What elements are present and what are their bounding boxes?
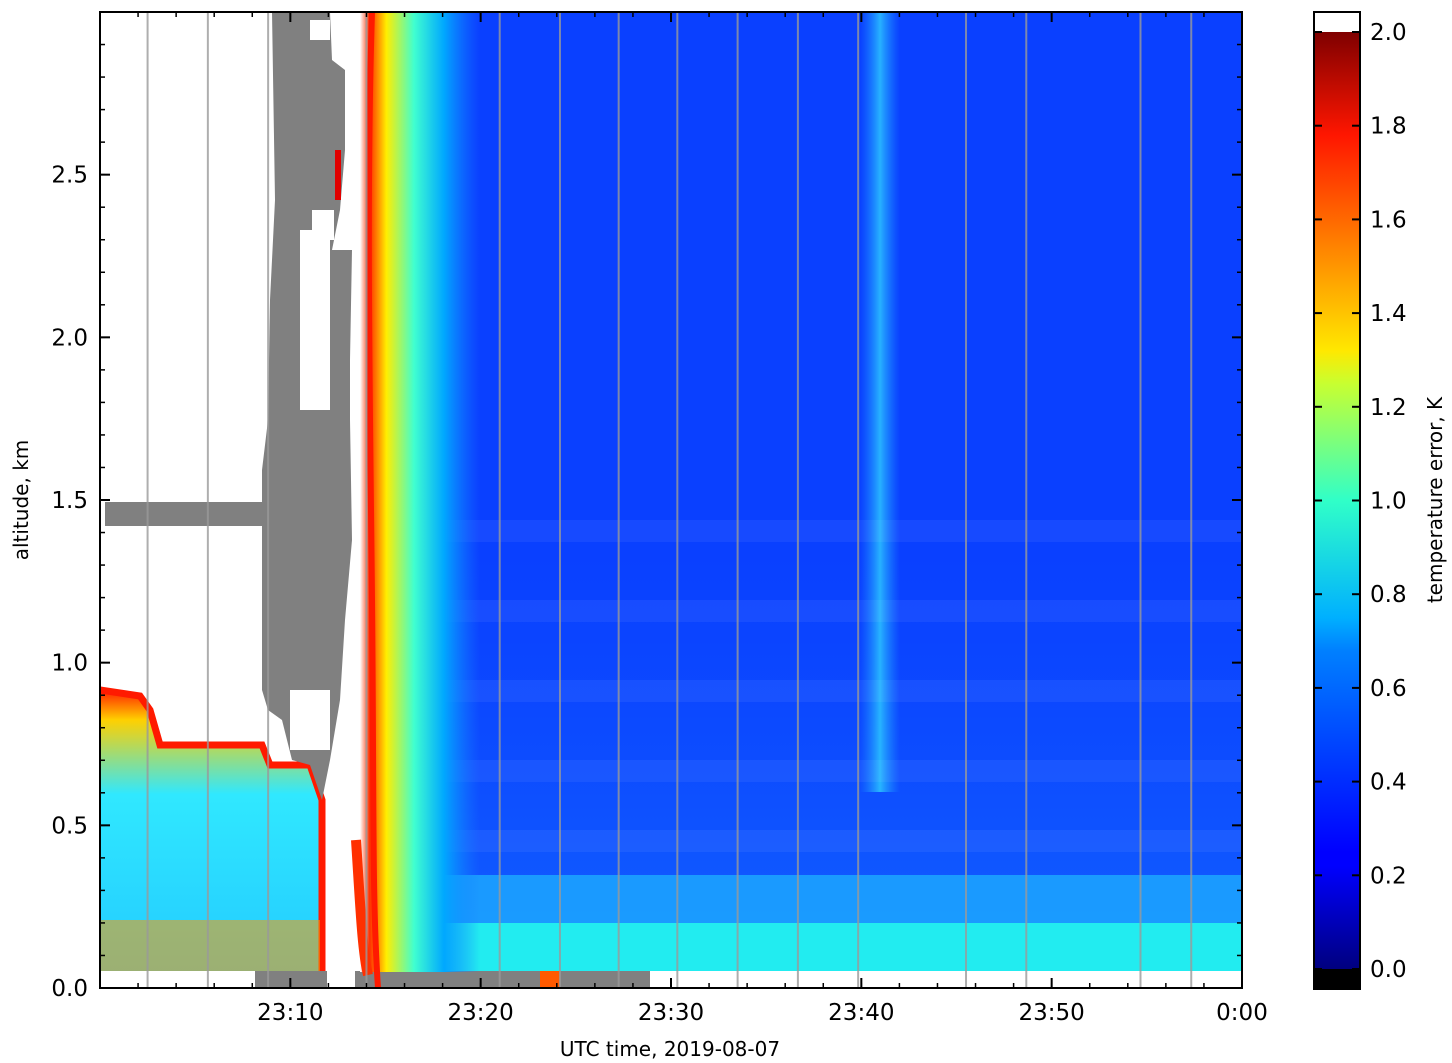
colorbar-tick-label: 2.0	[1370, 20, 1407, 46]
colorbar-tick-label: 1.4	[1370, 301, 1407, 327]
x-tick-label: 23:20	[448, 1000, 514, 1026]
y-axis-title: altitude, km	[9, 440, 33, 561]
y-tick-label: 2.0	[51, 325, 88, 351]
colorbar-tick-label: 0.6	[1370, 676, 1407, 702]
x-tick-label: 23:10	[257, 1000, 323, 1026]
x-tick-label: 23:50	[1019, 1000, 1085, 1026]
x-tick-label: 0:00	[1216, 1000, 1268, 1026]
x-axis: 23:10 23:20 23:30 23:40 23:50 0:00	[99, 12, 1268, 1026]
colorbar-tick-label: 1.0	[1370, 489, 1407, 515]
colorbar-tick-label: 0.8	[1370, 582, 1407, 608]
colorbar-tick-label: 0.4	[1370, 770, 1407, 796]
y-tick-label: 0.5	[51, 813, 88, 839]
colorbar-tick-label: 0.0	[1370, 957, 1407, 983]
colorbar: 0.0 0.2 0.4 0.6 0.8 1.0 1.2 1.4 1.6 1.8 2.0 temper…	[1313, 11, 1447, 990]
colorbar-label: temperature error, K	[1423, 396, 1447, 603]
y-tick-label: 1.0	[51, 651, 88, 677]
x-tick-label: 23:40	[828, 1000, 894, 1026]
scan-boundary-lines	[146, 12, 1193, 988]
x-axis-title: UTC time, 2019-08-07	[560, 1037, 780, 1061]
colorbar-under	[1314, 969, 1360, 989]
x-tick-label: 23:30	[638, 1000, 704, 1026]
colorbar-tick-label: 1.8	[1370, 114, 1407, 140]
colorbar-ticks: 0.0 0.2 0.4 0.6 0.8 1.0 1.2 1.4 1.6 1.8 2.0	[1314, 20, 1407, 983]
y-tick-label: 0.0	[51, 976, 88, 1002]
y-tick-label: 1.5	[51, 488, 88, 514]
y-tick-label: 2.5	[51, 163, 88, 189]
colorbar-tick-label: 0.2	[1370, 863, 1407, 889]
heatmap-image	[100, 12, 1242, 988]
colorbar-tick-label: 1.6	[1370, 207, 1407, 233]
colorbar-over	[1314, 12, 1360, 32]
colorbar-tick-label: 1.2	[1370, 395, 1407, 421]
y-axis: 0.0 0.5 1.0 1.5 2.0 2.5	[51, 43, 1242, 1002]
